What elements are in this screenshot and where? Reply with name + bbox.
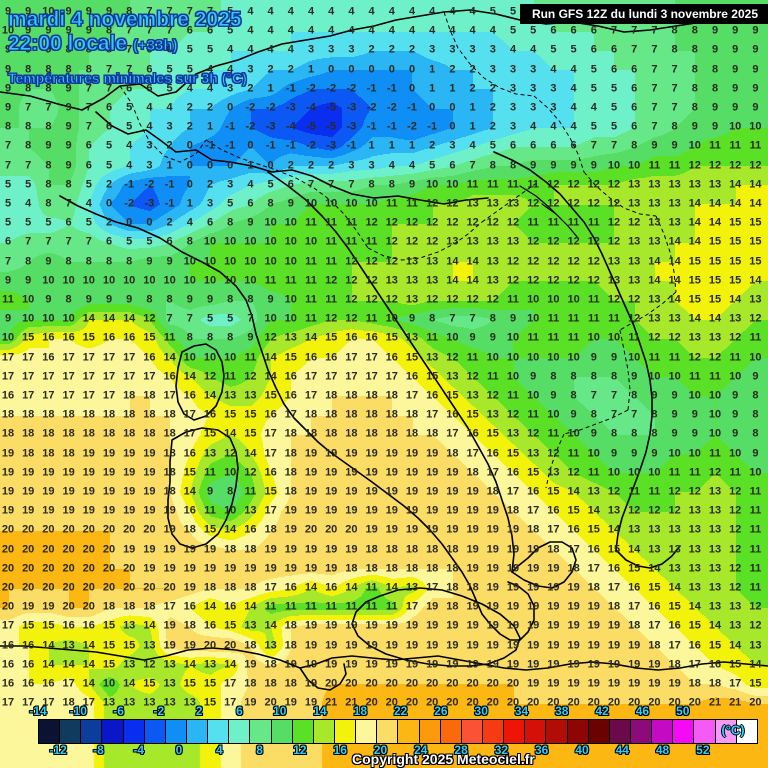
temperature-map[interactable] (0, 0, 768, 710)
legend-tick-label: 24 (414, 743, 428, 757)
copyright-label: Copyright 2025 Meteociel.fr (352, 751, 535, 767)
color-swatch (652, 720, 674, 743)
legend-tick-label: 8 (256, 743, 263, 757)
color-swatch (630, 720, 653, 743)
legend-tick-label: 12 (293, 743, 307, 757)
forecast-date-label: mardi 4 novembre 2025 (8, 8, 242, 32)
color-swatch (461, 720, 483, 743)
legend-tick-label: 28 (454, 743, 468, 757)
color-swatch (229, 720, 251, 743)
legend-tick-label: 16 (333, 743, 347, 757)
legend-tick-label: 50 (676, 704, 690, 718)
color-swatch (588, 720, 610, 743)
legend-tick-label: 34 (514, 704, 529, 718)
legend-tick-label: 26 (434, 704, 448, 718)
legend-tick-label: 30 (474, 704, 488, 718)
legend-tick-label: 20 (373, 743, 388, 757)
legend-tick-label: 36 (534, 743, 549, 757)
color-swatch (292, 720, 314, 743)
color-swatch (736, 720, 757, 743)
parameter-label: Températures minimales sur 3h (°C) (8, 70, 248, 87)
forecast-time-label: 22:00 locale (+33h) (8, 32, 178, 56)
legend-tick-label: 10 (273, 704, 287, 718)
legend-tick-label: 44 (615, 743, 629, 757)
color-swatch (39, 720, 61, 743)
color-swatch (186, 720, 209, 743)
color-swatch (482, 720, 505, 743)
color-scale-legend: (°C) Copyright 2025 Meteociel.fr -14 -10 -… (0, 704, 768, 768)
color-swatch (567, 720, 589, 743)
legend-tick-label: -2 (153, 704, 165, 718)
legend-tick-label: 22 (393, 704, 408, 718)
legend-tick-label: 32 (494, 743, 509, 757)
color-swatch (398, 720, 420, 743)
color-swatch (60, 720, 82, 743)
legend-tick-label: 14 (313, 704, 327, 718)
legend-tick-label: -10 (69, 704, 87, 718)
color-swatch (250, 720, 272, 743)
legend-tick-label: -6 (113, 704, 124, 718)
color-swatch (123, 720, 145, 743)
legend-tick-label: -8 (93, 743, 104, 757)
color-swatch (356, 720, 378, 743)
legend-tick-label: 18 (353, 704, 368, 718)
legend-tick-label: 38 (555, 704, 569, 718)
color-swatch (715, 720, 737, 743)
color-swatch (440, 720, 462, 743)
color-swatch (81, 720, 103, 743)
color-swatch (609, 720, 631, 743)
legend-tick-label: 48 (655, 743, 670, 757)
color-swatch (313, 720, 335, 743)
forecast-time-text: 22:00 locale (8, 32, 128, 56)
legend-tick-label: 6 (236, 704, 243, 718)
legend-tick-label: 4 (215, 743, 223, 757)
legend-tick-label: -14 (29, 704, 47, 718)
color-swatch (208, 720, 230, 743)
legend-tick-label: 40 (575, 743, 589, 757)
color-swatch (334, 720, 357, 743)
color-swatch (525, 720, 547, 743)
color-swatch (546, 720, 568, 743)
color-swatch (694, 720, 716, 743)
color-swatch (377, 720, 399, 743)
legend-tick-label: 52 (696, 743, 710, 757)
color-swatch (102, 720, 124, 743)
color-swatch (144, 720, 166, 743)
legend-tick-label: -12 (49, 743, 67, 757)
legend-tick-label: 46 (635, 704, 650, 718)
legend-tick-label: 0 (175, 743, 183, 757)
color-swatch (504, 720, 526, 743)
color-swatch (419, 720, 441, 743)
model-run-label: Run GFS 12Z du lundi 3 novembre 2025 (519, 4, 768, 24)
color-scale-strip[interactable] (38, 719, 758, 744)
legend-tick-label: 2 (195, 704, 203, 718)
legend-tick-label: -4 (133, 743, 145, 757)
legend-unit-label: (°C) (721, 722, 745, 738)
color-swatch (271, 720, 293, 743)
color-swatch (673, 720, 695, 743)
color-swatch (165, 720, 187, 743)
forecast-lead-time: (+33h) (132, 37, 178, 55)
legend-tick-label: 42 (595, 704, 609, 718)
